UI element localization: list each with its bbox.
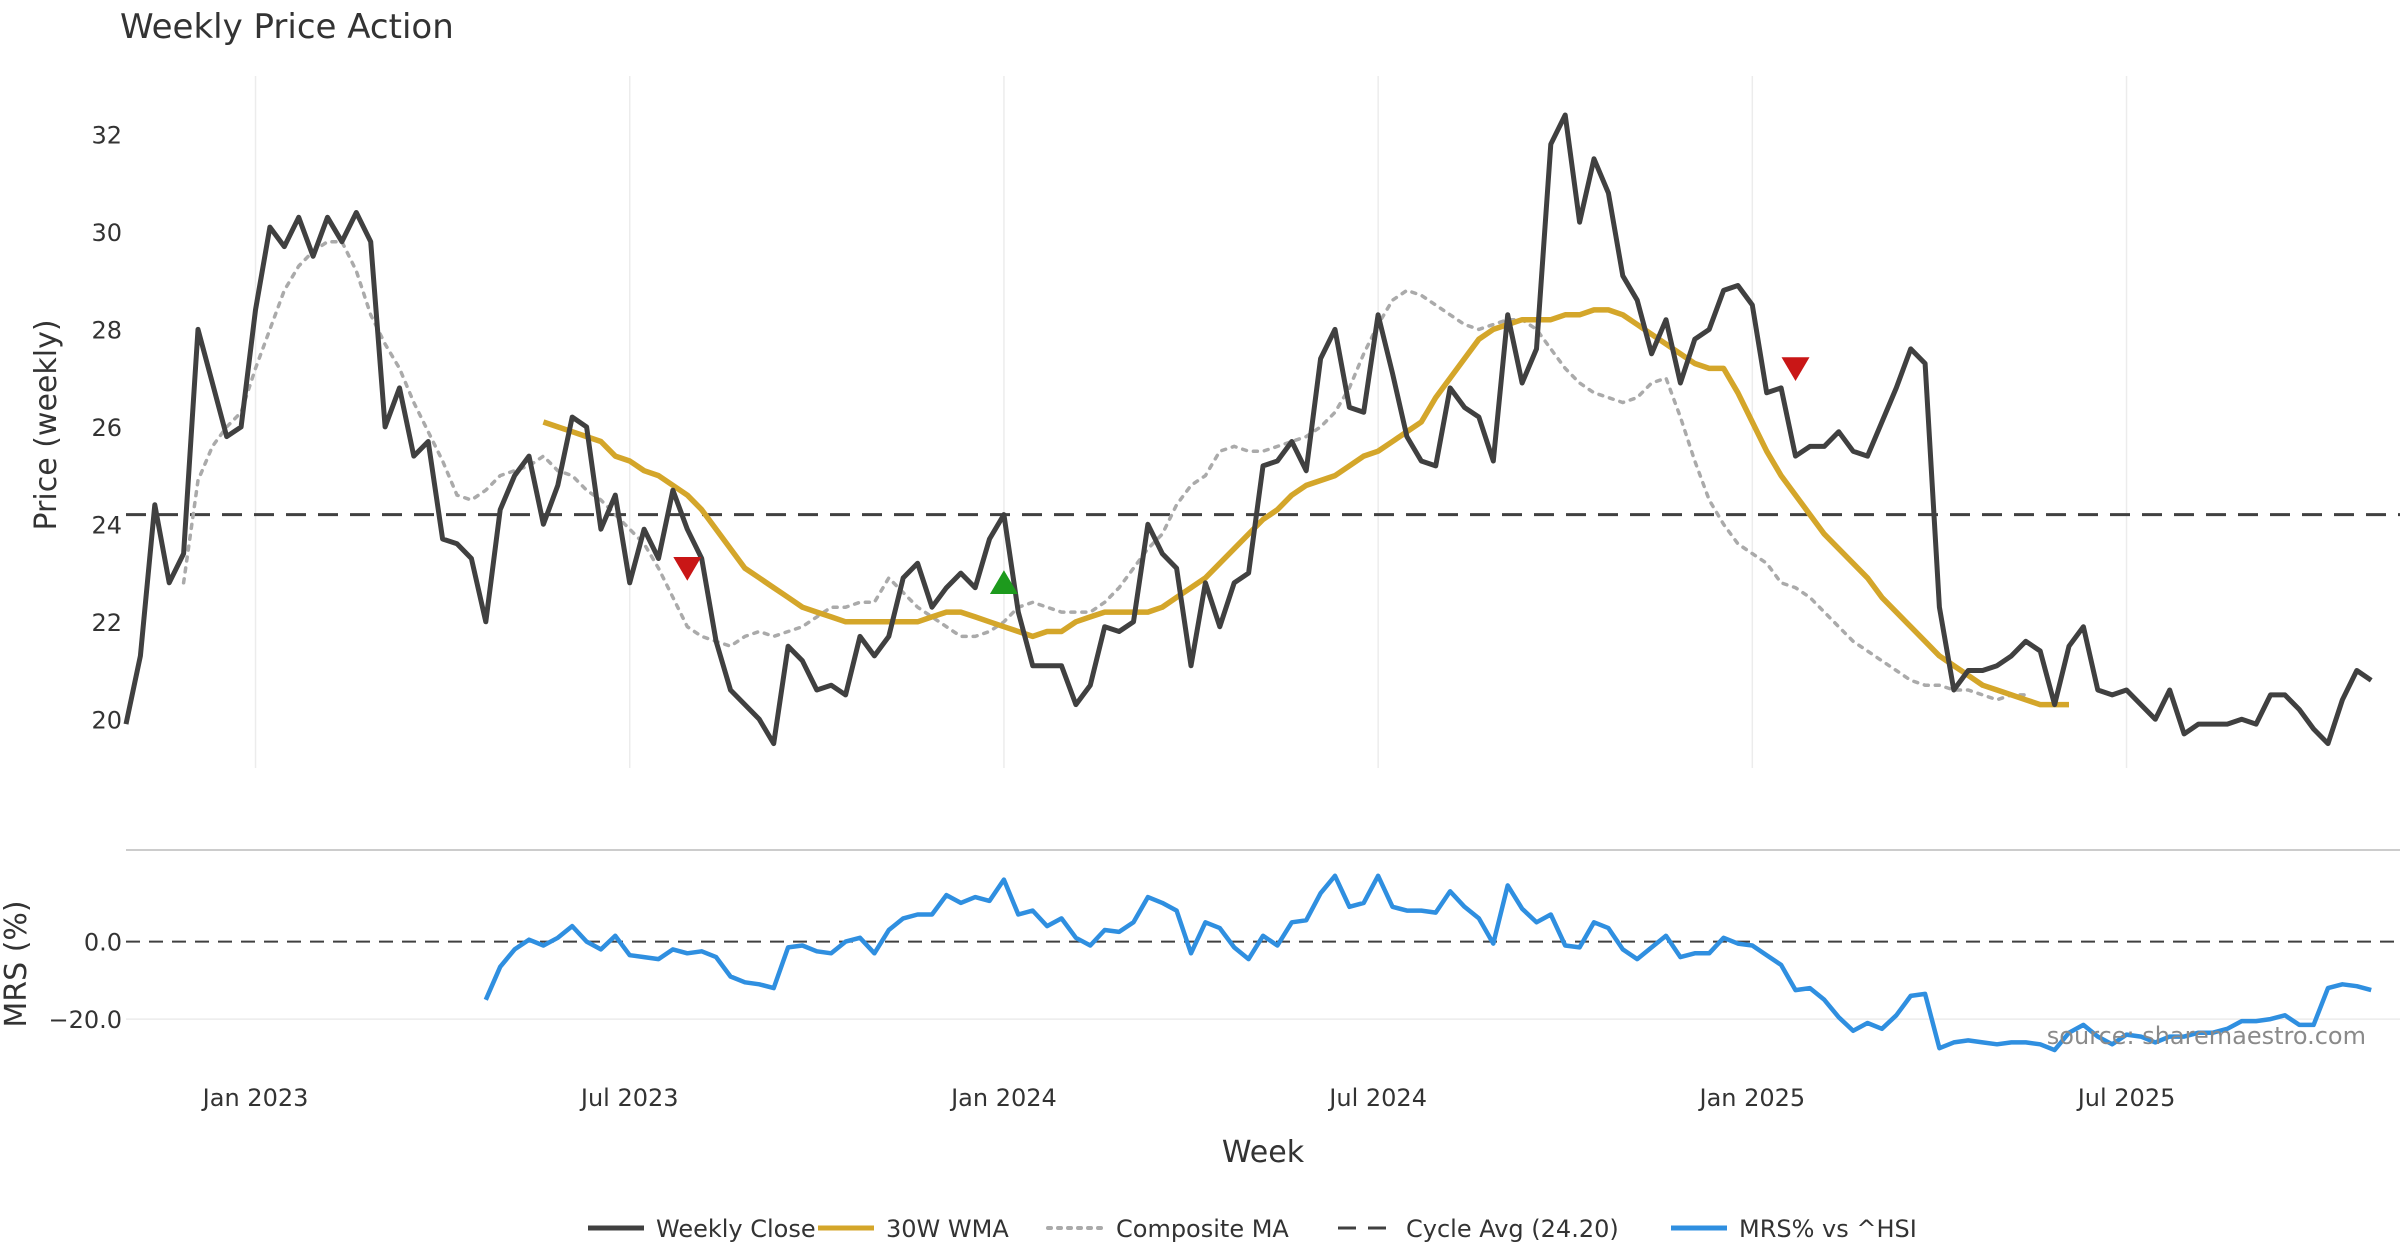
legend-label: Cycle Avg (24.20) (1406, 1215, 1619, 1243)
x-tick-label: Jul 2023 (579, 1084, 679, 1112)
weekly-close-line (123, 112, 2373, 747)
price-panel: 20 22 24 26 28 30 32 Price (weekly) (29, 76, 2400, 768)
x-axis-ticks: Jan 2023 Jul 2023 Jan 2024 Jul 2024 Jan 2025… (201, 1084, 2176, 1112)
price-y-tick-label: 24 (91, 511, 122, 539)
legend-label: MRS% vs ^HSI (1739, 1215, 1917, 1243)
price-y-tick-label: 26 (91, 414, 122, 442)
x-tick-label: Jan 2023 (201, 1084, 309, 1112)
price-y-tick-label: 28 (91, 316, 122, 344)
legend-label: Composite MA (1116, 1215, 1289, 1243)
legend: Weekly Close 30W WMA Composite MA Cycle Avg… (588, 1215, 1917, 1243)
sell-signal-marker (1781, 357, 1810, 381)
x-tick-label: Jan 2024 (949, 1084, 1057, 1112)
price-y-tick-label: 30 (91, 219, 122, 247)
signal-markers (673, 357, 1810, 595)
legend-label: Weekly Close (656, 1215, 816, 1243)
price-y-ticks: 20 22 24 26 28 30 32 (91, 121, 122, 734)
mrs-y-axis-label: MRS (%) (0, 900, 34, 1027)
price-y-tick-label: 20 (91, 706, 122, 734)
source-note: source: sharemaestro.com (2047, 1022, 2366, 1050)
mrs-panel: 0.0 −20.0 MRS (%) source: sharemaestro.co… (0, 873, 2400, 1053)
legend-label: 30W WMA (886, 1215, 1009, 1243)
price-y-axis-label: Price (weekly) (29, 319, 64, 530)
mrs-line (483, 873, 2372, 1053)
x-tick-label: Jan 2025 (1697, 1084, 1805, 1112)
price-y-tick-label: 22 (91, 609, 122, 637)
mrs-y-tick-label: −20.0 (48, 1006, 122, 1034)
wma-30w-line (542, 307, 2069, 708)
buy-signal-marker (989, 570, 1018, 595)
chart-title: Weekly Price Action (120, 7, 454, 47)
x-axis-label: Week (1222, 1135, 1305, 1170)
composite-ma-line (181, 239, 2028, 702)
sell-signal-marker (673, 556, 702, 581)
x-tick-label: Jul 2024 (1327, 1084, 1427, 1112)
mrs-y-ticks: 0.0 −20.0 (48, 929, 122, 1035)
price-y-tick-label: 32 (91, 121, 122, 149)
mrs-y-tick-label: 0.0 (84, 929, 122, 957)
x-tick-label: Jul 2025 (2076, 1084, 2176, 1112)
